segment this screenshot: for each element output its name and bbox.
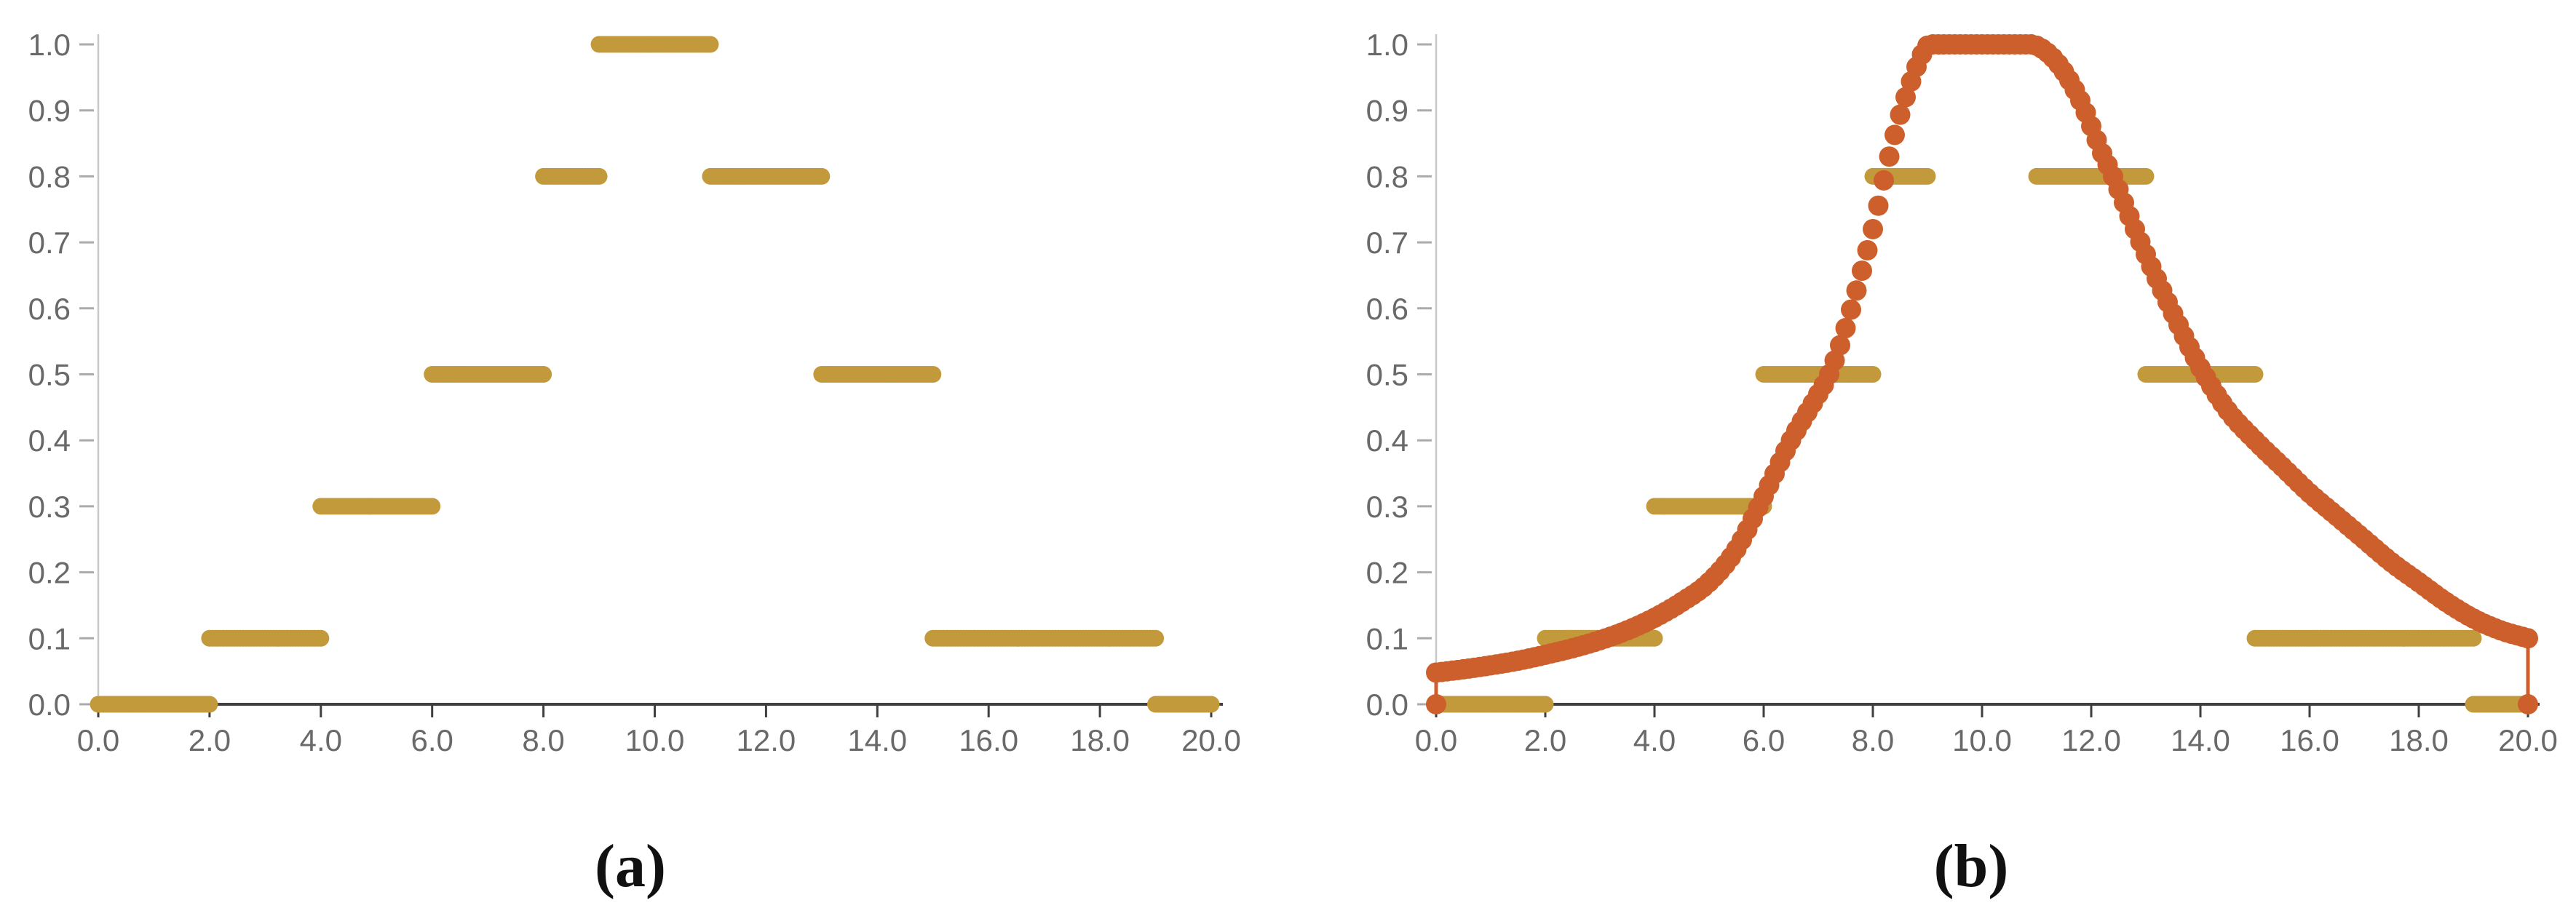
y-tick-label: 0.2 xyxy=(1366,556,1408,590)
y-tick-label: 0.4 xyxy=(1366,423,1408,458)
y-tick-label: 0.1 xyxy=(28,621,71,656)
x-tick-label: 12.0 xyxy=(737,723,796,757)
y-tick-label: 0.2 xyxy=(28,556,71,590)
x-tick-label: 0.0 xyxy=(77,723,119,757)
x-tick-label: 16.0 xyxy=(959,723,1018,757)
chart-a: 0.0 0.1 0.2 0.3 0.4 0.5 0.6 0.7 0.8 0.9 1.0 0.0 2.0 4… xyxy=(28,28,1241,757)
x-tick-label: 14.0 xyxy=(847,723,907,757)
y-tick-label: 0.9 xyxy=(1366,94,1408,128)
y-tick-label: 0.0 xyxy=(28,688,71,722)
y-tick-label: 0.4 xyxy=(28,423,71,458)
x-tick-label: 0.0 xyxy=(1415,723,1457,757)
y-tick-label: 0.3 xyxy=(1366,490,1408,524)
x-tick-label: 6.0 xyxy=(1743,723,1785,757)
y-tick-label: 0.9 xyxy=(28,94,71,128)
chart-a-axes: 0.0 0.1 0.2 0.3 0.4 0.5 0.6 0.7 0.8 0.9 1.0 0.0 2.0 4… xyxy=(28,28,1241,757)
x-tick-label: 18.0 xyxy=(2389,723,2449,757)
x-tick-label: 20.0 xyxy=(2498,723,2558,757)
x-tick-label: 18.0 xyxy=(1070,723,1130,757)
panel-label-b: (b) xyxy=(1933,832,2009,900)
x-tick-label: 8.0 xyxy=(522,723,564,757)
y-tick-label: 0.7 xyxy=(28,226,71,260)
x-tick-label: 4.0 xyxy=(300,723,342,757)
x-tick-label: 8.0 xyxy=(1852,723,1894,757)
y-tick-label: 0.5 xyxy=(1366,358,1408,392)
series-crisp-step-membership xyxy=(1427,167,2537,713)
y-tick-label: 0.0 xyxy=(1366,688,1408,722)
y-tick-label: 1.0 xyxy=(1366,28,1408,62)
y-tick-label: 0.6 xyxy=(1366,292,1408,326)
chart-b: 0.0 0.1 0.2 0.3 0.4 0.5 0.6 0.7 0.8 0.9 1.0 0.0 2.0 4… xyxy=(1366,28,2558,757)
x-tick-label: 14.0 xyxy=(2171,723,2230,757)
y-tick-label: 0.7 xyxy=(1366,226,1408,260)
series-smooth-membership-curve xyxy=(1426,34,2538,714)
x-tick-label: 10.0 xyxy=(625,723,685,757)
x-tick-label: 2.0 xyxy=(1524,723,1566,757)
x-tick-label: 20.0 xyxy=(1181,723,1241,757)
y-tick-label: 0.5 xyxy=(28,358,71,392)
y-tick-label: 0.8 xyxy=(1366,159,1408,194)
y-tick-label: 0.3 xyxy=(28,490,71,524)
y-tick-label: 0.8 xyxy=(28,159,71,194)
x-tick-label: 2.0 xyxy=(189,723,231,757)
y-tick-label: 0.1 xyxy=(1366,621,1408,656)
chart-b-axes: 0.0 0.1 0.2 0.3 0.4 0.5 0.6 0.7 0.8 0.9 1.0 0.0 2.0 4… xyxy=(1366,28,2558,757)
x-tick-label: 6.0 xyxy=(411,723,453,757)
x-tick-label: 12.0 xyxy=(2061,723,2121,757)
x-tick-label: 10.0 xyxy=(1952,723,2012,757)
y-tick-label: 0.6 xyxy=(28,292,71,326)
panel-label-a: (a) xyxy=(595,832,666,900)
x-tick-label: 16.0 xyxy=(2280,723,2339,757)
x-tick-label: 4.0 xyxy=(1633,723,1676,757)
y-tick-label: 1.0 xyxy=(28,28,71,62)
series-crisp-step-membership xyxy=(90,36,1220,713)
